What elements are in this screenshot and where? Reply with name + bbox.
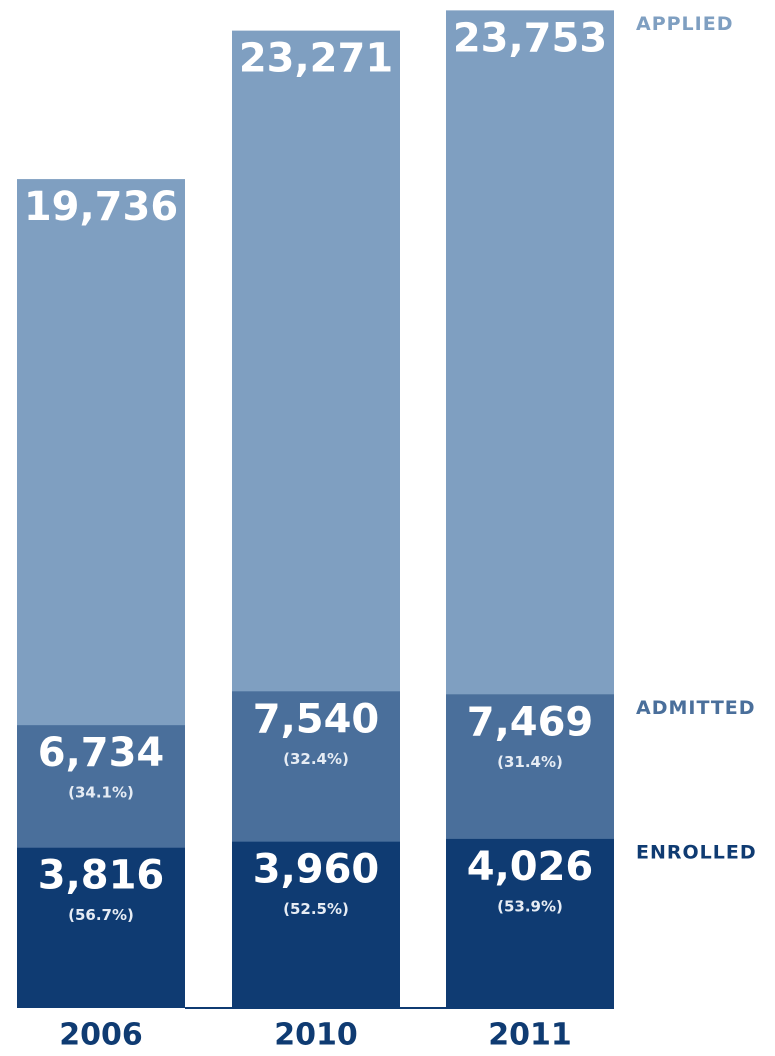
legend-label: APPLIED xyxy=(636,13,733,35)
rate-label: (53.9%) xyxy=(497,897,563,915)
value-label: 3,816 xyxy=(38,853,165,899)
legend-label: ENROLLED xyxy=(636,841,757,863)
x-tick-label: 2010 xyxy=(274,1018,358,1053)
x-tick-label: 2011 xyxy=(488,1018,572,1053)
bar xyxy=(232,841,400,1008)
value-label: 7,540 xyxy=(253,696,380,742)
value-label: 3,960 xyxy=(253,847,380,893)
legend-label: ADMITTED xyxy=(636,697,756,719)
rate-label: (34.1%) xyxy=(68,784,134,802)
bar xyxy=(17,847,185,1008)
value-label: 6,734 xyxy=(38,730,165,776)
x-tick-label: 2006 xyxy=(59,1018,143,1053)
value-label: 19,736 xyxy=(24,184,178,230)
value-label: 7,469 xyxy=(467,699,594,745)
bar xyxy=(446,838,614,1008)
value-label: 23,271 xyxy=(239,36,393,82)
value-label: 4,026 xyxy=(467,844,594,890)
value-label: 23,753 xyxy=(453,15,607,61)
rate-label: (56.7%) xyxy=(68,906,134,924)
rate-label: (32.4%) xyxy=(283,750,349,768)
rate-label: (52.5%) xyxy=(283,900,349,918)
rate-label: (31.4%) xyxy=(497,753,563,771)
